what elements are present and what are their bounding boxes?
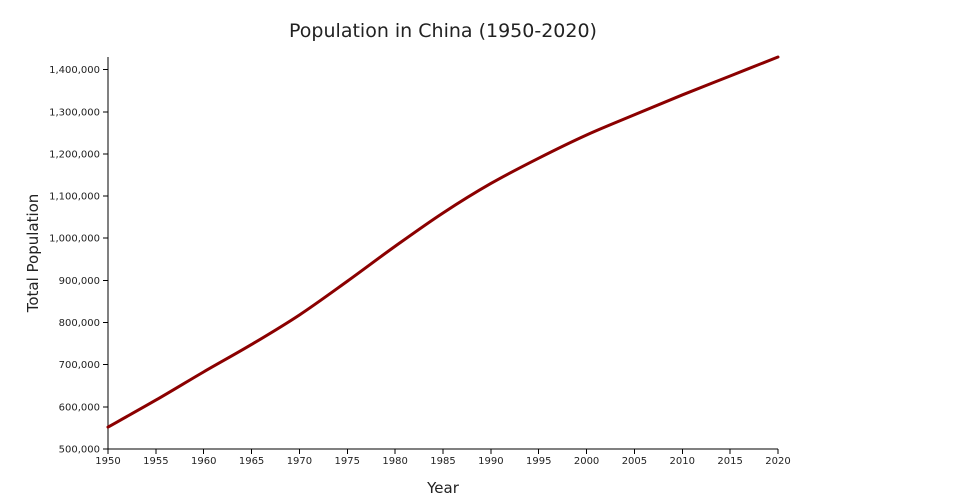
x-axis-ticks: 1950 1955 1960 1965 1970 1975 1980 1985 1990 1995… xyxy=(95,449,791,467)
y-tick-label: 800,000 xyxy=(59,318,100,329)
x-tick-label: 2020 xyxy=(765,456,790,467)
y-axis-label: Total Population xyxy=(24,194,42,314)
x-tick-label: 2015 xyxy=(717,456,742,467)
y-tick-label: 1,100,000 xyxy=(49,192,100,203)
y-tick-label: 1,400,000 xyxy=(49,65,100,76)
x-tick-label: 1990 xyxy=(478,456,503,467)
x-tick-label: 1955 xyxy=(143,456,168,467)
series-group xyxy=(106,55,780,429)
population-line xyxy=(106,55,780,429)
y-tick-label: 700,000 xyxy=(59,360,100,371)
x-tick-label: 1985 xyxy=(430,456,455,467)
x-tick-label: 1960 xyxy=(191,456,216,467)
x-tick-label: 1975 xyxy=(335,456,360,467)
x-tick-label: 2010 xyxy=(670,456,695,467)
x-tick-label: 2000 xyxy=(574,456,599,467)
x-tick-label: 1995 xyxy=(526,456,551,467)
chart-title: Population in China (1950-2020) xyxy=(289,20,597,42)
y-tick-label: 1,200,000 xyxy=(49,149,100,160)
y-tick-label: 1,000,000 xyxy=(49,234,100,245)
x-tick-label: 1970 xyxy=(287,456,312,467)
x-tick-label: 1950 xyxy=(95,456,120,467)
y-tick-label: 500,000 xyxy=(59,445,100,456)
y-tick-label: 600,000 xyxy=(59,402,100,413)
y-tick-label: 900,000 xyxy=(59,276,100,287)
x-axis-label: Year xyxy=(426,479,460,497)
x-tick-label: 2005 xyxy=(622,456,647,467)
y-axis-ticks: 500,000 600,000 700,000 800,000 900,000 1,000… xyxy=(49,65,108,456)
y-tick-label: 1,300,000 xyxy=(49,107,100,118)
x-tick-label: 1965 xyxy=(239,456,264,467)
x-tick-label: 1980 xyxy=(382,456,407,467)
